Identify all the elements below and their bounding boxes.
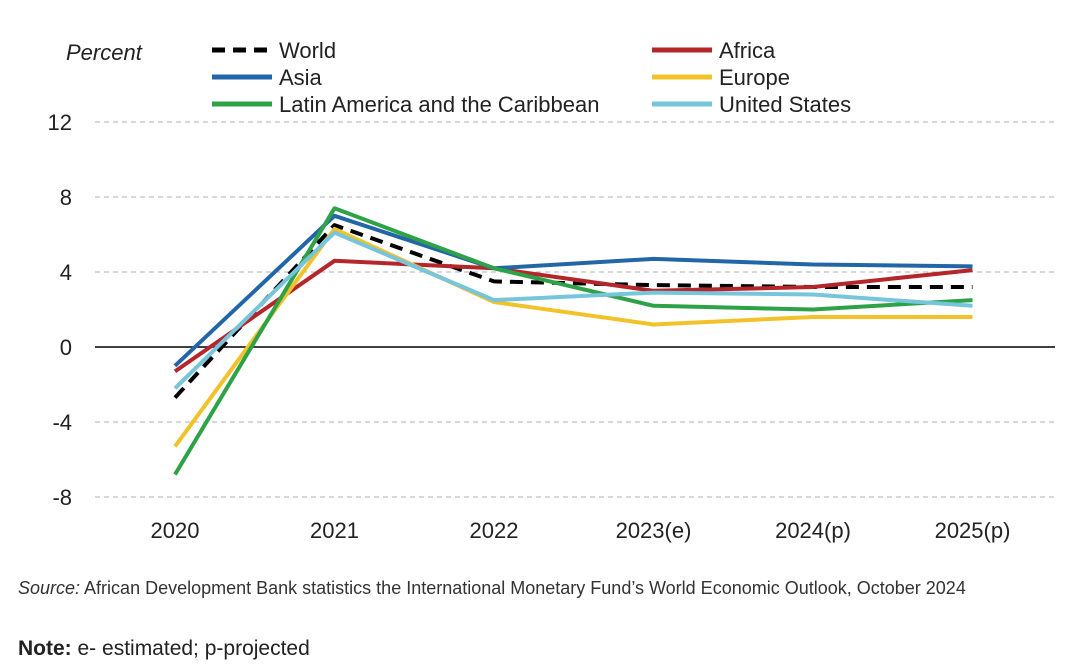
legend: World Africa Asia Europe Latin America and t… <box>212 38 851 117</box>
y-tick-label: -8 <box>52 485 72 510</box>
series-line-asia <box>173 213 973 368</box>
x-tick-label: 2022 <box>470 518 519 543</box>
legend-label: World <box>279 38 336 63</box>
y-tick-labels: -8 -4 0 4 8 12 <box>48 110 72 510</box>
source-note: Source: African Development Bank statist… <box>18 578 966 599</box>
legend-item-world: World <box>212 38 336 63</box>
source-text: African Development Bank statistics the … <box>80 578 966 598</box>
note-label: Note: <box>18 637 72 660</box>
legend-label: Latin America and the Caribbean <box>279 92 599 117</box>
y-tick-label: 0 <box>60 335 72 360</box>
series-line-africa <box>173 258 973 374</box>
y-tick-label: 8 <box>60 185 72 210</box>
series-lines <box>173 206 973 476</box>
x-tick-label: 2025(p) <box>935 518 1011 543</box>
legend-label: Europe <box>719 65 790 90</box>
legend-item-united-states: United States <box>652 92 851 117</box>
legend-label: United States <box>719 92 851 117</box>
note: Note: e- estimated; p-projected <box>18 637 310 661</box>
source-label: Source: <box>18 578 81 598</box>
y-tick-label: 12 <box>48 110 72 135</box>
series-line-united-states <box>173 230 973 390</box>
x-tick-label: 2024(p) <box>775 518 851 543</box>
note-text: e- estimated; p-projected <box>71 637 310 660</box>
x-tick-label: 2020 <box>151 518 200 543</box>
series-line-latin-america-and-the-caribbean <box>173 206 973 476</box>
legend-label: Asia <box>279 65 323 90</box>
y-tick-label: -4 <box>52 410 72 435</box>
legend-item-africa: Africa <box>652 38 776 63</box>
legend-item-asia: Asia <box>212 65 323 90</box>
legend-item-latin-america-and-the-caribbean: Latin America and the Caribbean <box>212 92 599 117</box>
y-axis-label: Percent <box>66 40 143 65</box>
legend-item-europe: Europe <box>652 65 790 90</box>
x-tick-label: 2021 <box>310 518 359 543</box>
legend-label: Africa <box>719 38 776 63</box>
x-tick-labels: 2020 2021 2022 2023(e) 2024(p) 2025(p) <box>151 518 1011 543</box>
series-line-europe <box>173 226 973 448</box>
grid <box>95 121 1055 498</box>
y-tick-label: 4 <box>60 260 72 285</box>
x-tick-label: 2023(e) <box>616 518 692 543</box>
